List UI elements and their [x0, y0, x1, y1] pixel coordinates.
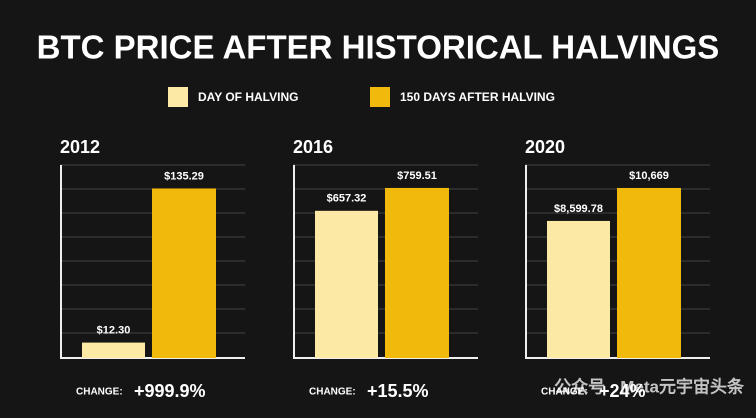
value-label: $8,599.78 — [554, 203, 603, 215]
value-label: $135.29 — [164, 170, 204, 182]
panel-year: 2020 — [525, 137, 565, 157]
value-label: $657.32 — [327, 193, 367, 205]
bar — [152, 188, 216, 358]
legend-swatch — [370, 87, 390, 107]
panel-year: 2016 — [293, 137, 333, 157]
value-label: $759.51 — [397, 170, 437, 182]
bar — [547, 220, 610, 358]
value-label: $12.30 — [97, 324, 131, 336]
change-label: CHANGE: — [76, 387, 123, 398]
panel-year: 2012 — [60, 137, 100, 157]
change-value: +15.5% — [367, 381, 429, 401]
legend-label: DAY OF HALVING — [198, 90, 298, 104]
bar — [82, 342, 145, 358]
legend-label: 150 DAYS AFTER HALVING — [400, 90, 555, 104]
legend-swatch — [168, 87, 188, 107]
chart-title: BTC PRICE AFTER HISTORICAL HALVINGS — [37, 29, 720, 66]
watermark: 公众号 · Meta元宇宙头条 — [554, 376, 745, 396]
change-label: CHANGE: — [309, 387, 356, 398]
bar — [385, 187, 449, 358]
bar — [617, 187, 681, 358]
bar — [315, 210, 378, 358]
change-label: CHANGE: — [541, 387, 588, 398]
change-value: +24% — [599, 381, 646, 401]
change-value: +999.9% — [134, 381, 206, 401]
value-label: $10,669 — [629, 170, 669, 182]
